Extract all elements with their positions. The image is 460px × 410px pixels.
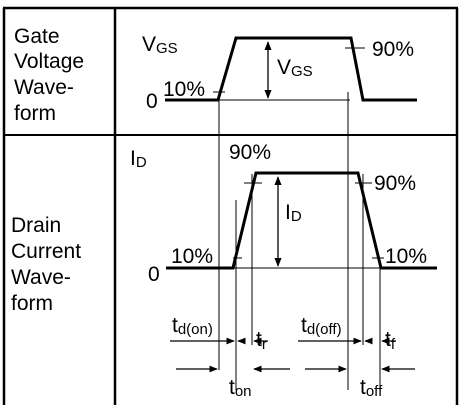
drain-row-header: Drain Current Wave- form — [11, 214, 81, 315]
id-amplitude-label: ID — [285, 201, 302, 225]
svg-text:form: form — [11, 292, 53, 315]
svg-text:form: form — [14, 102, 56, 125]
td-on-label: td(on) — [172, 314, 213, 338]
vgs-label: VGS — [142, 33, 178, 57]
drain-current-waveform: ID ID 90% 90% 10% 10% 0 — [130, 141, 437, 286]
svg-text:Wave-: Wave- — [11, 266, 71, 289]
tf-label: tf — [385, 328, 396, 353]
vgs-10pct-label: 10% — [163, 78, 205, 101]
svg-text:Voltage: Voltage — [14, 50, 84, 73]
vgs-amplitude-label: VGS — [277, 56, 313, 80]
id-90pct-top-label: 90% — [229, 141, 271, 164]
gate-voltage-waveform: VGS VGS 90% 10% 0 — [142, 33, 417, 113]
id-zero-label: 0 — [148, 263, 160, 286]
id-label: ID — [130, 147, 147, 171]
id-10pct-left-label: 10% — [171, 245, 213, 268]
svg-text:Wave-: Wave- — [14, 76, 74, 99]
svg-text:Drain: Drain — [11, 214, 61, 237]
tr-label: tr — [256, 328, 267, 353]
table-frame — [2, 6, 459, 405]
id-10pct-right-label: 10% — [385, 245, 427, 268]
id-90pct-right-label: 90% — [374, 172, 416, 195]
id-trace — [166, 171, 437, 270]
vgs-zero-label: 0 — [146, 90, 158, 113]
timing-reference-lines — [218, 92, 381, 390]
svg-text:Current: Current — [11, 240, 81, 263]
svg-text:Gate: Gate — [14, 25, 60, 48]
toff-label: toff — [360, 376, 383, 400]
timing-annotations: td(on) tr td(off) tf ton toff — [170, 314, 415, 400]
ton-label: ton — [229, 376, 252, 400]
td-off-label: td(off) — [301, 314, 342, 338]
gate-row-header: Gate Voltage Wave- form — [14, 25, 84, 125]
vgs-trace — [165, 36, 417, 102]
vgs-90pct-label: 90% — [372, 38, 414, 61]
